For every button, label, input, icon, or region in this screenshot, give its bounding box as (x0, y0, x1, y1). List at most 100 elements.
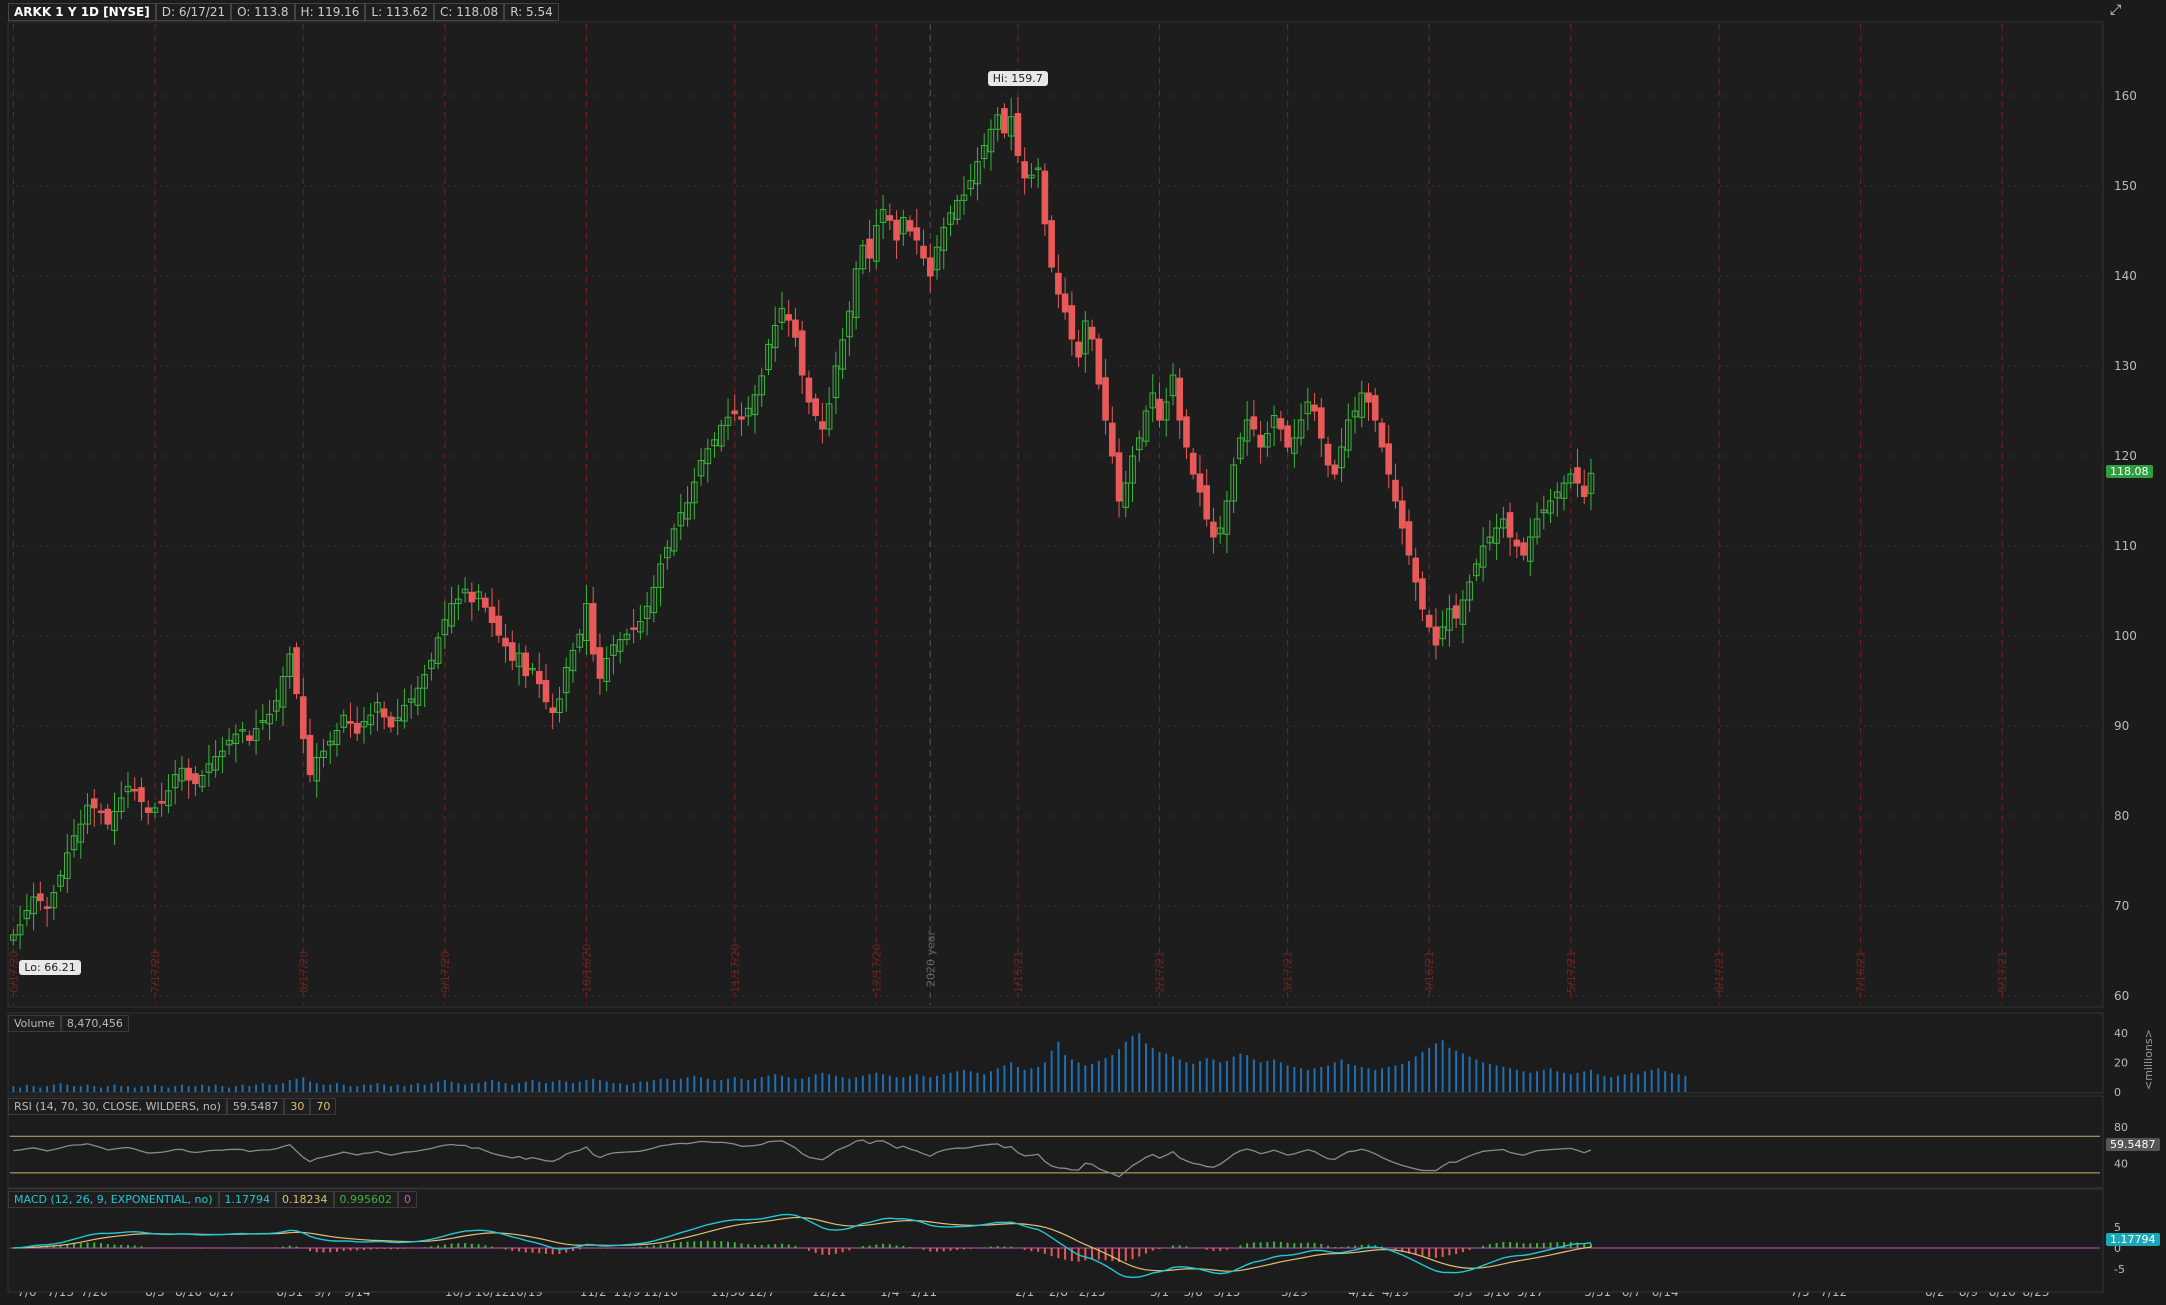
candle-body (637, 621, 644, 633)
expand-icon[interactable]: ⤢ (2110, 2, 2122, 18)
volume-bar (1279, 1062, 1282, 1092)
candle-body (1034, 167, 1042, 170)
volume-bar (93, 1086, 96, 1092)
volume-bar (1010, 1062, 1013, 1092)
volume-bar (1380, 1068, 1383, 1092)
volume-bar (187, 1086, 190, 1092)
macd-histogram-bar (571, 1248, 574, 1251)
volume-bar (673, 1080, 676, 1092)
volume-bar (1273, 1059, 1276, 1092)
macd-histogram-bar (329, 1248, 332, 1253)
macd-histogram-bar (868, 1245, 871, 1248)
candle-body (987, 128, 995, 153)
macd-histogram-bar (821, 1248, 824, 1255)
macd-histogram-bar (1293, 1243, 1296, 1248)
macd-zero: 0 (398, 1191, 418, 1208)
volume-bar (201, 1084, 204, 1092)
volume-bar (329, 1084, 332, 1092)
candle-body (583, 603, 590, 641)
volume-bar (1623, 1074, 1626, 1092)
candle-body (1270, 415, 1278, 428)
symbol-label[interactable]: ARKK 1 Y 1D [NYSE] (8, 3, 156, 21)
macd-histogram-bar (713, 1240, 716, 1248)
volume-bar (625, 1084, 628, 1092)
candle-body (23, 910, 31, 920)
macd-histogram-bar (335, 1248, 338, 1252)
candle-body (1486, 536, 1494, 544)
y-tick-label: 80 (2114, 809, 2129, 823)
volume-bar (1151, 1047, 1154, 1092)
candle-body (859, 244, 867, 270)
volume-bar (544, 1083, 547, 1092)
volume-bar (241, 1084, 244, 1092)
macd-histogram-bar (1104, 1248, 1107, 1261)
macd-histogram-bar (450, 1243, 453, 1248)
volume-bar (821, 1072, 824, 1092)
macd-histogram-bar (106, 1244, 109, 1248)
candle-body (1243, 419, 1251, 442)
volume-bar (1603, 1075, 1606, 1092)
macd-histogram-bar (774, 1244, 777, 1248)
macd-histogram-bar (1273, 1241, 1276, 1248)
volume-label[interactable]: Volume (8, 1015, 61, 1032)
macd-histogram-bar (909, 1246, 912, 1248)
volume-bar (1340, 1059, 1343, 1092)
volume-bar (1124, 1041, 1127, 1092)
rsi-label[interactable]: RSI (14, 70, 30, CLOSE, WILDERS, no) (8, 1098, 227, 1115)
macd-histogram-bar (551, 1248, 554, 1255)
macd-histogram-bar (861, 1246, 864, 1248)
volume-bar (1509, 1068, 1512, 1092)
volume-bar (605, 1081, 608, 1092)
macd-histogram-bar (814, 1248, 817, 1253)
macd-histogram-bar (1515, 1242, 1518, 1248)
volume-bar (942, 1074, 945, 1092)
volume-bar (174, 1086, 177, 1092)
macd-histogram-bar (956, 1248, 959, 1250)
candle-body (1331, 464, 1339, 475)
rsi-panel-header: RSI (14, 70, 30, CLOSE, WILDERS, no) 59.… (8, 1098, 337, 1115)
volume-bar (1428, 1047, 1431, 1092)
macd-histogram-bar (282, 1246, 285, 1248)
macd-histogram-bar (922, 1248, 925, 1250)
macd-histogram-bar (538, 1248, 541, 1254)
candle-body (111, 811, 118, 831)
macd-histogram-bar (1327, 1245, 1330, 1248)
macd-histogram-bar (1576, 1242, 1579, 1248)
candle-body (320, 750, 327, 759)
macd-histogram-bar (1145, 1248, 1148, 1254)
macd-label[interactable]: MACD (12, 26, 9, EXPONENTIAL, no) (8, 1191, 219, 1208)
candle-body (1338, 446, 1345, 469)
volume-bar (632, 1083, 635, 1092)
volume-bar (551, 1081, 554, 1092)
candle-body (967, 180, 975, 190)
volume-bar (1664, 1071, 1667, 1092)
candle-body (542, 680, 550, 703)
macd-histogram-bar (1171, 1245, 1174, 1248)
macd-diff: 0.995602 (333, 1191, 399, 1208)
rsi-level-70: 70 (310, 1098, 337, 1115)
macd-tick: 0 (2114, 1242, 2121, 1255)
candle-body (1297, 419, 1305, 439)
y-tick-label: 70 (2114, 899, 2129, 913)
candle-body (1088, 326, 1096, 340)
volume-bar (1212, 1059, 1215, 1092)
candle-body (1567, 473, 1575, 484)
volume-bar (1043, 1062, 1046, 1092)
macd-histogram-bar (1455, 1248, 1458, 1254)
macd-histogram-bar (86, 1242, 89, 1248)
period-label: 12/17/20 (870, 944, 883, 993)
candle-body (441, 619, 449, 636)
macd-histogram-bar (470, 1243, 473, 1248)
volume-bar (248, 1086, 251, 1092)
year-label: 2020 year (924, 930, 937, 987)
volume-bar (693, 1075, 696, 1092)
macd-histogram-bar (1151, 1248, 1154, 1251)
macd-histogram-bar (1037, 1248, 1040, 1252)
macd-value: 1.17794 (218, 1191, 277, 1208)
macd-histogram-bar (1502, 1241, 1505, 1248)
macd-histogram-bar (66, 1244, 69, 1248)
volume-bar (396, 1084, 399, 1092)
period-label: 3/17/21 (1282, 951, 1295, 993)
volume-bar (801, 1078, 804, 1092)
